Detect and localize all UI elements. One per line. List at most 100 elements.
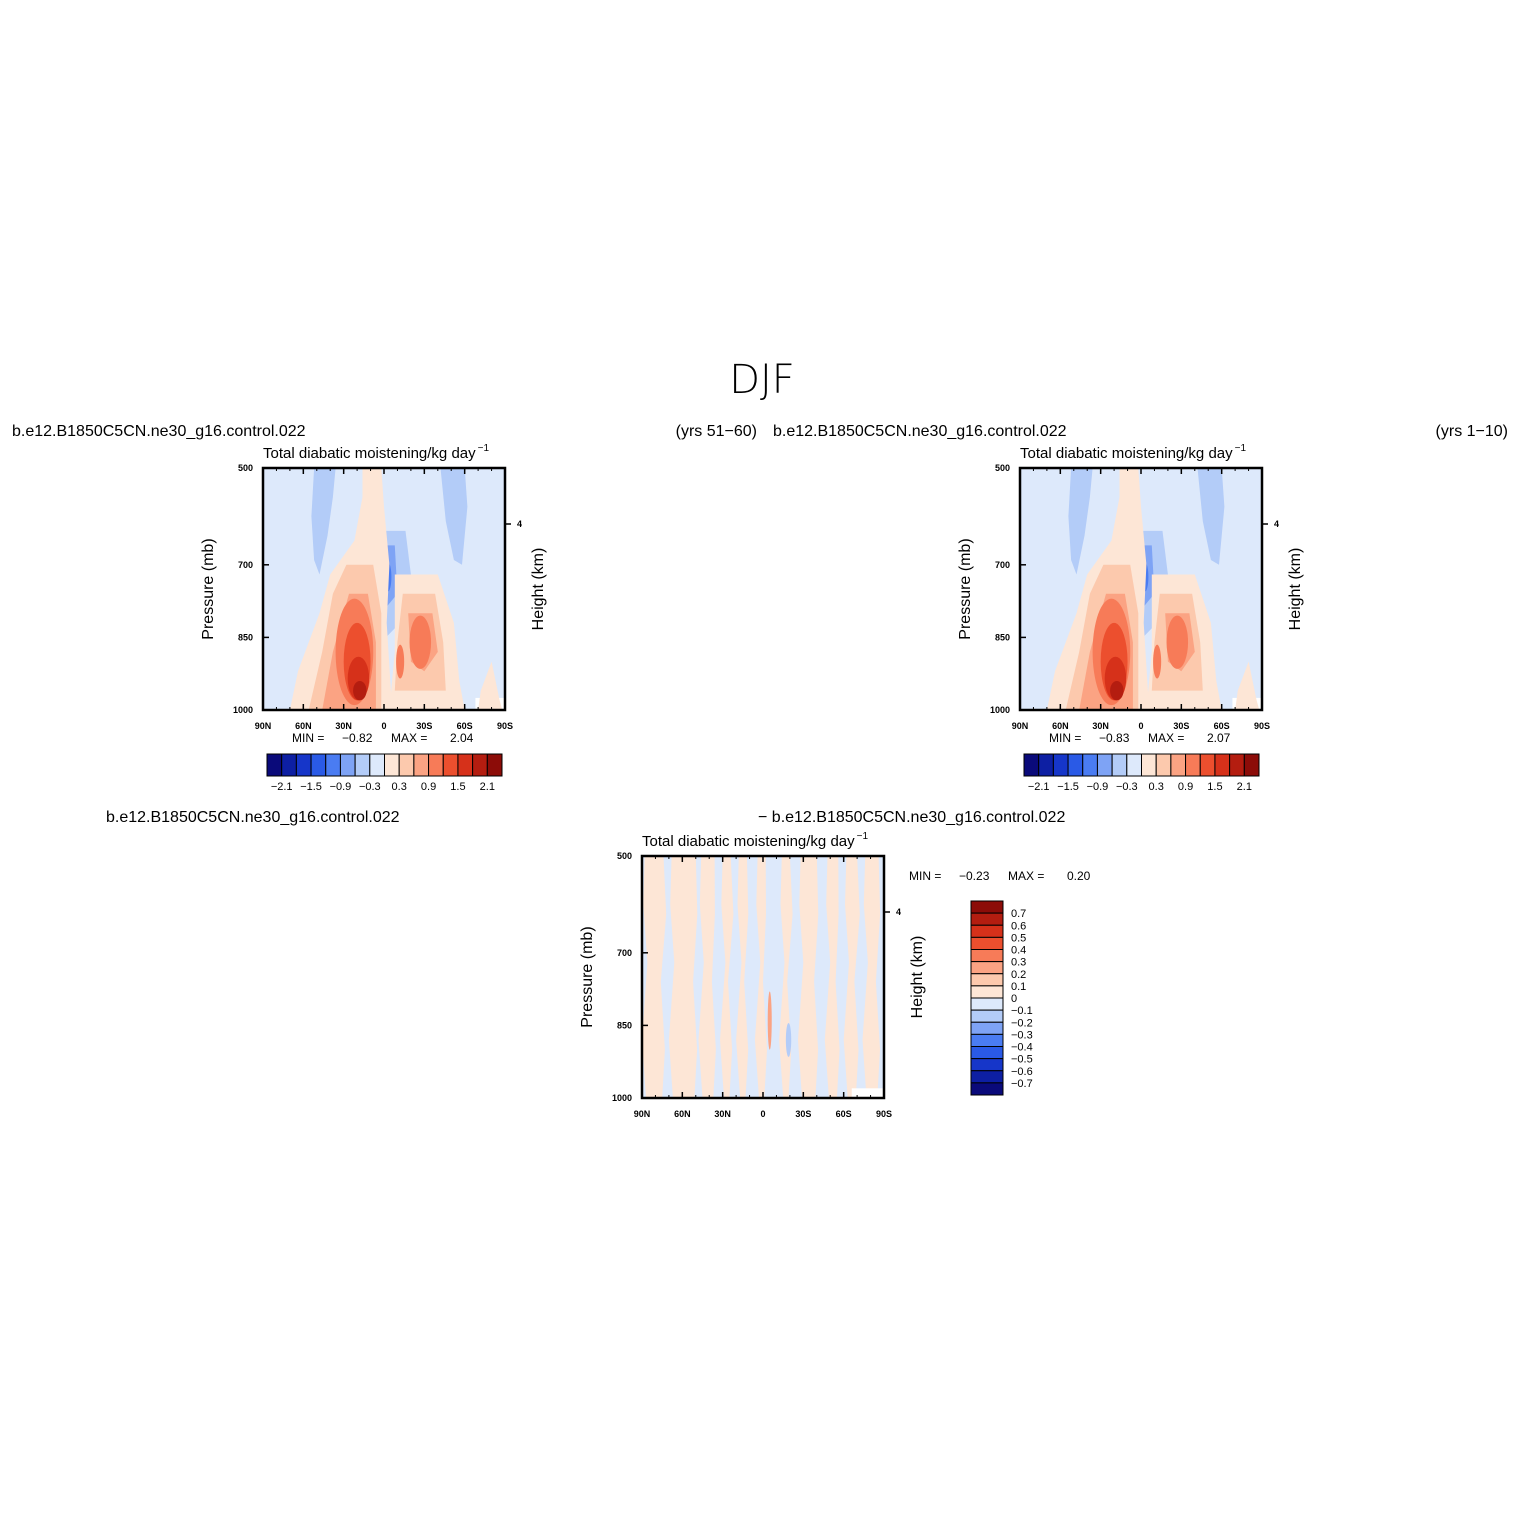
x-tick-label: 30N (1092, 721, 1109, 731)
height-tick-label: 4 (517, 519, 522, 529)
y-tick-label: 700 (617, 948, 632, 958)
colorbar-label: −0.9 (1087, 781, 1109, 793)
contour-positive-level7 (353, 680, 367, 701)
max-value: 2.04 (450, 731, 474, 745)
x-tick-label: 60S (836, 1109, 852, 1119)
y-tick-label: 850 (617, 1020, 632, 1030)
colorbar-label: −0.4 (1011, 1042, 1033, 1054)
x-tick-label: 60N (295, 721, 312, 731)
panel-top-right: 90N 60N 30N 0 30S 60S 90S 500 700 850 1000 4 Pressur… (957, 443, 1304, 793)
colorbar-box (1243, 753, 1260, 777)
colorbar-box (1111, 753, 1128, 777)
colorbar-box (413, 753, 430, 777)
contour-negative-column-north (1068, 468, 1093, 575)
y-axis-label-right: Height (km) (1287, 548, 1304, 631)
colorbar-box (457, 753, 474, 777)
y-tick-label: 1000 (990, 705, 1010, 715)
max-label: MAX = (1148, 731, 1184, 745)
colorbar-box (1126, 753, 1142, 777)
height-tick-label: 4 (1274, 519, 1279, 529)
contour-positive-equator-core (1153, 644, 1162, 679)
colorbar-box (970, 1033, 1004, 1047)
panel-title-superscript: −1 (1235, 443, 1247, 454)
contour-field (642, 856, 884, 1098)
colorbar-box (970, 973, 1004, 987)
contour-field (1020, 468, 1262, 710)
years-top-right: (yrs 1−10) (1436, 423, 1508, 440)
colorbar-box (1082, 753, 1098, 777)
colorbar-box (1067, 753, 1084, 777)
contour-positive-south-level4 (1166, 615, 1189, 669)
colorbar-box (970, 1082, 1004, 1096)
y-axis-label: Pressure (mb) (957, 538, 974, 639)
colorbar-label: −0.3 (1011, 1029, 1033, 1041)
colorbar-box (369, 753, 385, 777)
x-tick-label: 30S (1173, 721, 1189, 731)
min-label: MIN = (909, 869, 941, 883)
colorbar-box (970, 1021, 1004, 1035)
colorbar-box (325, 753, 341, 777)
max-value: 2.07 (1207, 731, 1231, 745)
colorbar-box (970, 1070, 1004, 1084)
colorbar-box (472, 753, 488, 777)
y-tick-label: 850 (995, 632, 1010, 642)
colorbar-label: 0.5 (1011, 932, 1026, 944)
case-name-top-right: b.e12.B1850C5CN.ne30_g16.control.022 (773, 423, 1067, 440)
colorbar-box (281, 753, 297, 777)
case-name-top-left: b.e12.B1850C5CN.ne30_g16.control.022 (12, 423, 306, 440)
max-label: MAX = (391, 731, 427, 745)
colorbar-label: 0.1 (1011, 981, 1026, 993)
season-title: DJF (729, 357, 795, 403)
missing-data-region (851, 1088, 884, 1098)
contour-difference-positive-band (824, 856, 840, 1098)
x-tick-label: 30N (335, 721, 352, 731)
y-tick-label: 700 (995, 560, 1010, 570)
colorbar-box (1229, 753, 1245, 777)
min-value: −0.23 (959, 869, 990, 883)
colorbar-box (398, 753, 415, 777)
contour-negative-column-south (1197, 468, 1225, 565)
x-tick-label: 0 (1138, 721, 1143, 731)
contour-difference-positive-band (754, 856, 767, 1098)
x-tick-label: 30N (714, 1109, 731, 1119)
colorbar-label: −0.3 (359, 781, 381, 793)
min-value: −0.83 (1099, 731, 1130, 745)
x-tick-label: 60S (457, 721, 473, 731)
colorbar-box (1023, 753, 1040, 777)
colorbar-box (970, 985, 1004, 999)
contour-negative-column-north (311, 468, 336, 575)
colorbar-box (295, 753, 312, 777)
contour-difference-positive-band (862, 856, 881, 1098)
contour-difference-positive-core (767, 991, 772, 1050)
colorbar-label: −2.1 (1028, 781, 1050, 793)
colorbar-box (1038, 753, 1054, 777)
colorbar-box (1096, 753, 1113, 777)
colorbar-box (970, 997, 1004, 1011)
colorbar-label: 0.2 (1011, 969, 1026, 981)
y-tick-label: 1000 (233, 705, 253, 715)
x-tick-label: 90S (1254, 721, 1270, 731)
x-tick-label: 30S (795, 1109, 811, 1119)
colorbar-label: −0.9 (330, 781, 352, 793)
colorbar-label: 0.9 (421, 781, 436, 793)
contour-difference-positive-band (843, 856, 860, 1098)
colorbar-box (486, 753, 503, 777)
panel-title-superscript: −1 (478, 443, 490, 454)
x-tick-label: 90N (255, 721, 272, 731)
colorbar-box (442, 753, 459, 777)
colorbar-box (339, 753, 356, 777)
contour-positive-level7 (1110, 680, 1124, 701)
x-tick-label: 90S (497, 721, 513, 731)
y-axis-label: Pressure (mb) (200, 538, 217, 639)
contour-difference-positive-band (736, 856, 749, 1098)
colorbar-label: −2.1 (271, 781, 293, 793)
colorbar-box (1214, 753, 1231, 777)
y-tick-label: 500 (617, 851, 632, 861)
y-tick-label: 500 (995, 463, 1010, 473)
x-tick-label: 60N (674, 1109, 691, 1119)
colorbar-label: 0 (1011, 993, 1017, 1005)
x-tick-label: 0 (381, 721, 386, 731)
colorbar-label: 0.7 (1011, 908, 1026, 920)
min-value: −0.82 (342, 731, 373, 745)
contour-field (263, 468, 505, 710)
